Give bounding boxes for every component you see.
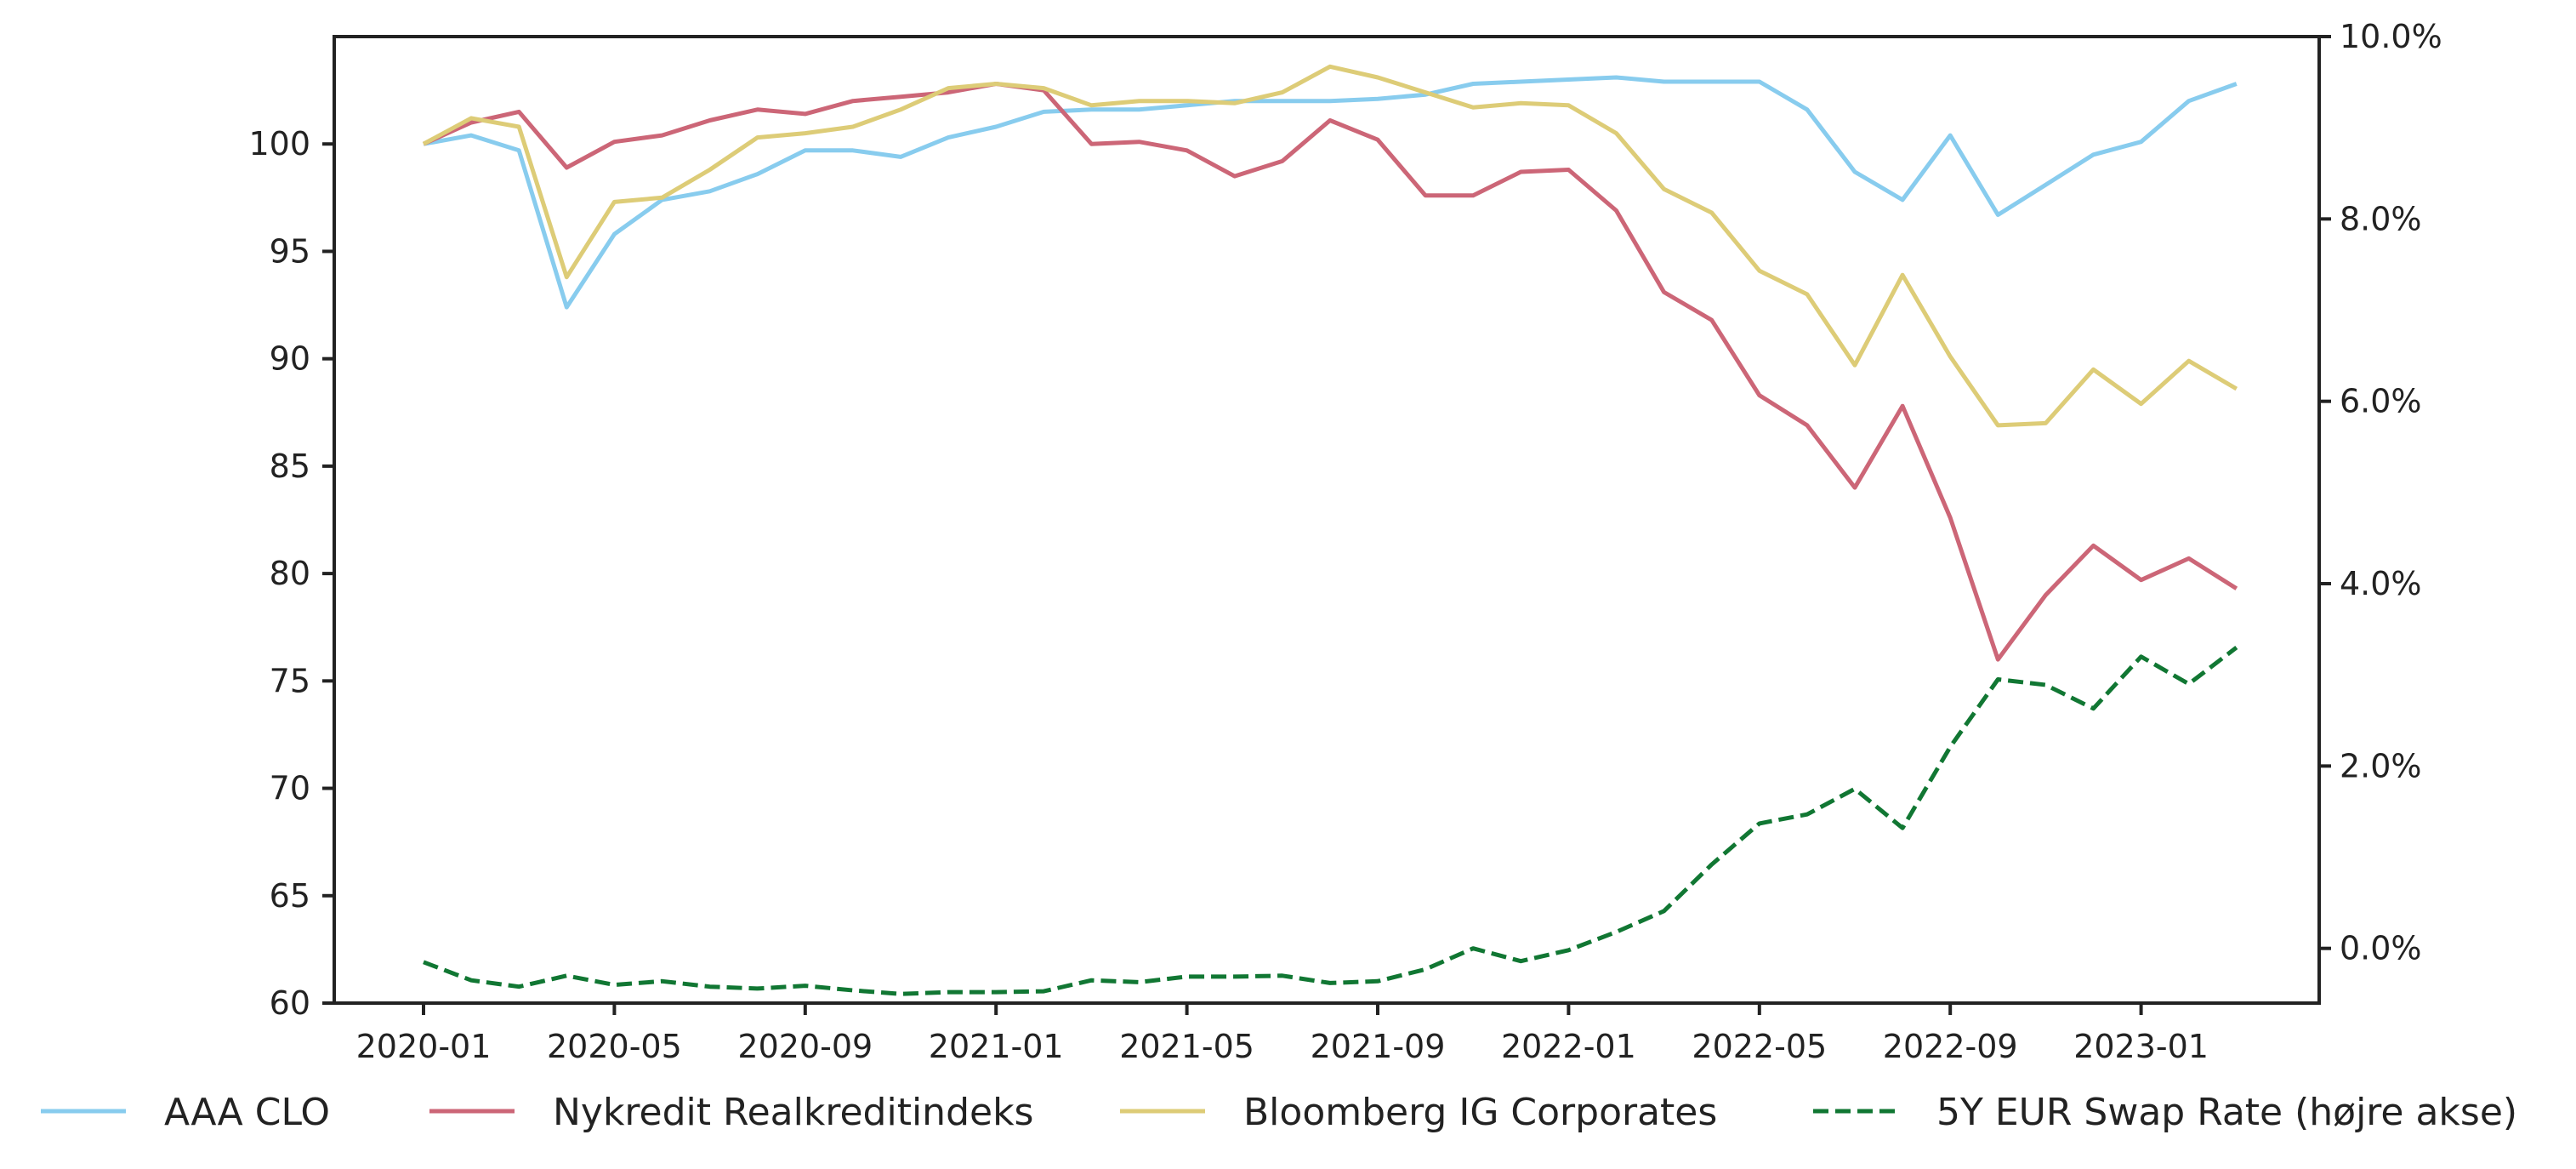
x-tick-label: 2021-09 — [1311, 1028, 1446, 1065]
right-y-axis: 0.0% 2.0% 4.0% 6.0% 8.0% 10.0% — [2319, 18, 2442, 967]
right-y-tick-label: 8.0% — [2340, 200, 2422, 237]
left-y-tick-label: 100 — [248, 125, 310, 163]
x-tick-label: 2020-05 — [547, 1028, 682, 1065]
series-layer — [422, 64, 2238, 996]
left-y-tick-label: 70 — [270, 770, 310, 807]
right-y-tick-label: 10.0% — [2340, 18, 2442, 55]
left-y-tick-label: 75 — [270, 662, 310, 699]
right-y-tick-label: 0.0% — [2340, 930, 2422, 967]
x-tick-label: 2022-01 — [1501, 1028, 1636, 1065]
x-tick-label: 2020-01 — [356, 1028, 492, 1065]
series-line-nykredit-realkreditindeks — [422, 82, 2238, 662]
left-y-tick-label: 95 — [270, 232, 310, 270]
x-tick-label: 2022-09 — [1883, 1028, 2018, 1065]
x-tick-label: 2022-05 — [1692, 1028, 1827, 1065]
legend-item-nykredit-realkreditindeks: Nykredit Realkreditindeks — [429, 1091, 1033, 1134]
right-y-tick-label: 4.0% — [2340, 565, 2422, 602]
legend-label: AAA CLO — [164, 1091, 330, 1134]
left-y-tick-label: 65 — [270, 877, 310, 915]
x-tick-label: 2023-01 — [2073, 1028, 2209, 1065]
legend-label: 5Y EUR Swap Rate (højre akse) — [1936, 1091, 2517, 1134]
legend-item-5y-eur-swap-rate-h-jre-akse: 5Y EUR Swap Rate (højre akse) — [1813, 1091, 2517, 1134]
legend-item-aaa-clo: AAA CLO — [41, 1091, 330, 1134]
legend: AAA CLO Nykredit Realkreditindeks Bloomber… — [41, 1091, 2517, 1134]
right-y-tick-label: 2.0% — [2340, 747, 2422, 784]
left-y-axis: 60 65 70 75 80 85 90 95 100 — [248, 125, 334, 1022]
left-y-tick-label: 85 — [270, 448, 310, 485]
x-axis: 2020-01 2020-05 2020-09 2021-01 2021-05 2021-… — [356, 1003, 2209, 1065]
right-y-tick-label: 6.0% — [2340, 383, 2422, 420]
left-y-tick-label: 60 — [270, 984, 310, 1022]
legend-item-bloomberg-ig-corporates: Bloomberg IG Corporates — [1120, 1091, 1717, 1134]
legend-label: Nykredit Realkreditindeks — [553, 1091, 1033, 1134]
legend-label: Bloomberg IG Corporates — [1243, 1091, 1717, 1134]
series-line-bloomberg-ig-corporates — [422, 64, 2238, 428]
left-y-tick-label: 90 — [270, 340, 310, 378]
x-tick-label: 2021-05 — [1119, 1028, 1254, 1065]
plot-frame — [333, 35, 2321, 1005]
series-line-aaa-clo — [423, 75, 2238, 310]
series-line-5y-eur-swap-rate-h-jre-akse — [423, 646, 2238, 996]
left-y-tick-label: 80 — [270, 555, 310, 592]
x-tick-label: 2020-09 — [737, 1028, 873, 1065]
x-tick-label: 2021-01 — [929, 1028, 1064, 1065]
